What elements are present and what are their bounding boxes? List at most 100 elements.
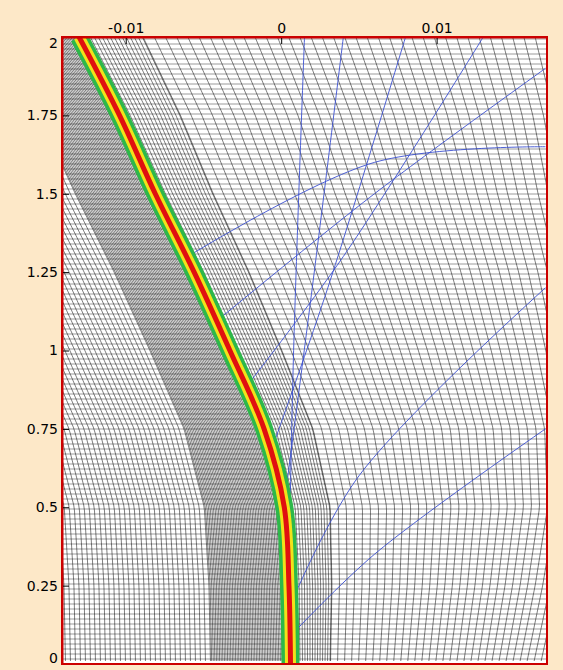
jet-halo — [79, 37, 290, 664]
mesh-line — [62, 37, 218, 661]
mesh-line — [62, 644, 547, 645]
mesh-line — [62, 334, 547, 335]
mesh-line — [62, 319, 547, 320]
tick-mark — [62, 507, 69, 508]
mesh-line — [479, 37, 547, 661]
mesh-line — [62, 37, 237, 661]
tick-label: 0 — [49, 650, 58, 666]
mesh-line — [62, 534, 547, 535]
mesh-line — [62, 379, 547, 380]
mesh-line — [165, 37, 346, 661]
mesh-line — [62, 439, 547, 440]
mesh-line — [62, 559, 547, 560]
mesh-line — [62, 569, 547, 570]
tick-mark — [62, 586, 69, 587]
mesh-line — [412, 37, 523, 661]
tick: 0 — [277, 20, 286, 44]
mesh-line — [62, 404, 547, 405]
mesh-line — [62, 114, 547, 115]
jet-fringe — [79, 37, 290, 664]
mesh-line — [62, 394, 547, 395]
mesh-line — [62, 504, 547, 505]
mesh-line — [62, 37, 115, 661]
mesh-line — [62, 37, 170, 661]
mesh-line — [62, 37, 80, 661]
mesh-line — [62, 37, 110, 661]
mesh-line — [62, 309, 547, 310]
mesh-line — [66, 37, 277, 661]
tick-mark — [62, 115, 69, 116]
mesh-line — [62, 274, 547, 275]
mesh-line — [322, 37, 459, 661]
tick-label: 0.25 — [27, 578, 58, 594]
mesh-line — [62, 459, 547, 460]
tick-mark — [62, 194, 69, 195]
mesh-line — [62, 209, 547, 210]
mesh-line — [154, 37, 339, 661]
tick-mark — [62, 272, 69, 273]
tick-label: 2 — [49, 35, 58, 51]
mesh-line — [244, 37, 403, 661]
mesh-line — [62, 37, 223, 661]
mesh — [62, 37, 547, 664]
tick-mark — [62, 351, 69, 352]
mesh-line — [62, 37, 229, 661]
mesh-line — [300, 37, 443, 661]
mesh-line — [62, 429, 547, 430]
mesh-line — [62, 649, 547, 650]
mesh-line — [62, 399, 547, 400]
tick-mark — [281, 37, 282, 44]
mesh-line — [62, 659, 547, 660]
mesh-line — [62, 554, 547, 555]
tick: 1 — [49, 342, 69, 358]
mesh-line — [62, 37, 215, 661]
mesh-line — [524, 37, 547, 661]
tick: 0.01 — [422, 20, 453, 44]
mesh-line — [62, 239, 547, 240]
mesh-line — [378, 37, 499, 661]
mesh-line — [62, 37, 75, 661]
mesh-line — [62, 484, 547, 485]
mesh-line — [62, 99, 547, 100]
tick-label: 0 — [277, 20, 286, 36]
tick-label: 1 — [49, 342, 58, 358]
mesh-line — [289, 37, 435, 661]
mesh-line — [423, 37, 531, 661]
mesh-line — [501, 37, 547, 661]
mesh-line — [62, 414, 547, 415]
mesh-line — [177, 37, 355, 661]
mesh-line — [62, 74, 547, 75]
mesh-line — [74, 37, 285, 661]
mesh-line — [445, 37, 547, 661]
tick-label: 0.5 — [36, 499, 58, 515]
mesh-line — [62, 454, 547, 455]
streamline — [250, 37, 483, 382]
mesh-line — [62, 37, 247, 661]
streamline — [286, 37, 344, 492]
mesh-line — [62, 37, 155, 661]
tick: 1.5 — [36, 186, 69, 202]
mesh-line — [62, 464, 547, 465]
mesh-line — [389, 37, 507, 661]
mesh-line — [62, 444, 547, 445]
mesh-line — [62, 509, 547, 510]
streamline — [294, 429, 546, 633]
mesh-line — [490, 37, 547, 661]
mesh-line — [62, 89, 547, 90]
mesh-line — [62, 364, 547, 365]
mesh-line — [345, 37, 475, 661]
mesh-line — [62, 84, 547, 85]
mesh-line — [62, 544, 547, 545]
mesh-line — [62, 37, 120, 661]
chart: -0.0100.0100.250.50.7511.251.51.752 — [0, 0, 563, 670]
tick-label: 1.5 — [36, 186, 58, 202]
mesh-line — [62, 289, 547, 290]
plot: -0.0100.0100.250.50.7511.251.51.752 — [0, 20, 563, 666]
mesh-line — [277, 37, 426, 661]
mesh-line — [62, 37, 160, 661]
tick: -0.01 — [108, 20, 144, 44]
mesh-line — [62, 37, 224, 661]
mesh-line — [401, 37, 516, 661]
mesh-line — [62, 179, 547, 180]
mesh-line — [62, 359, 547, 360]
